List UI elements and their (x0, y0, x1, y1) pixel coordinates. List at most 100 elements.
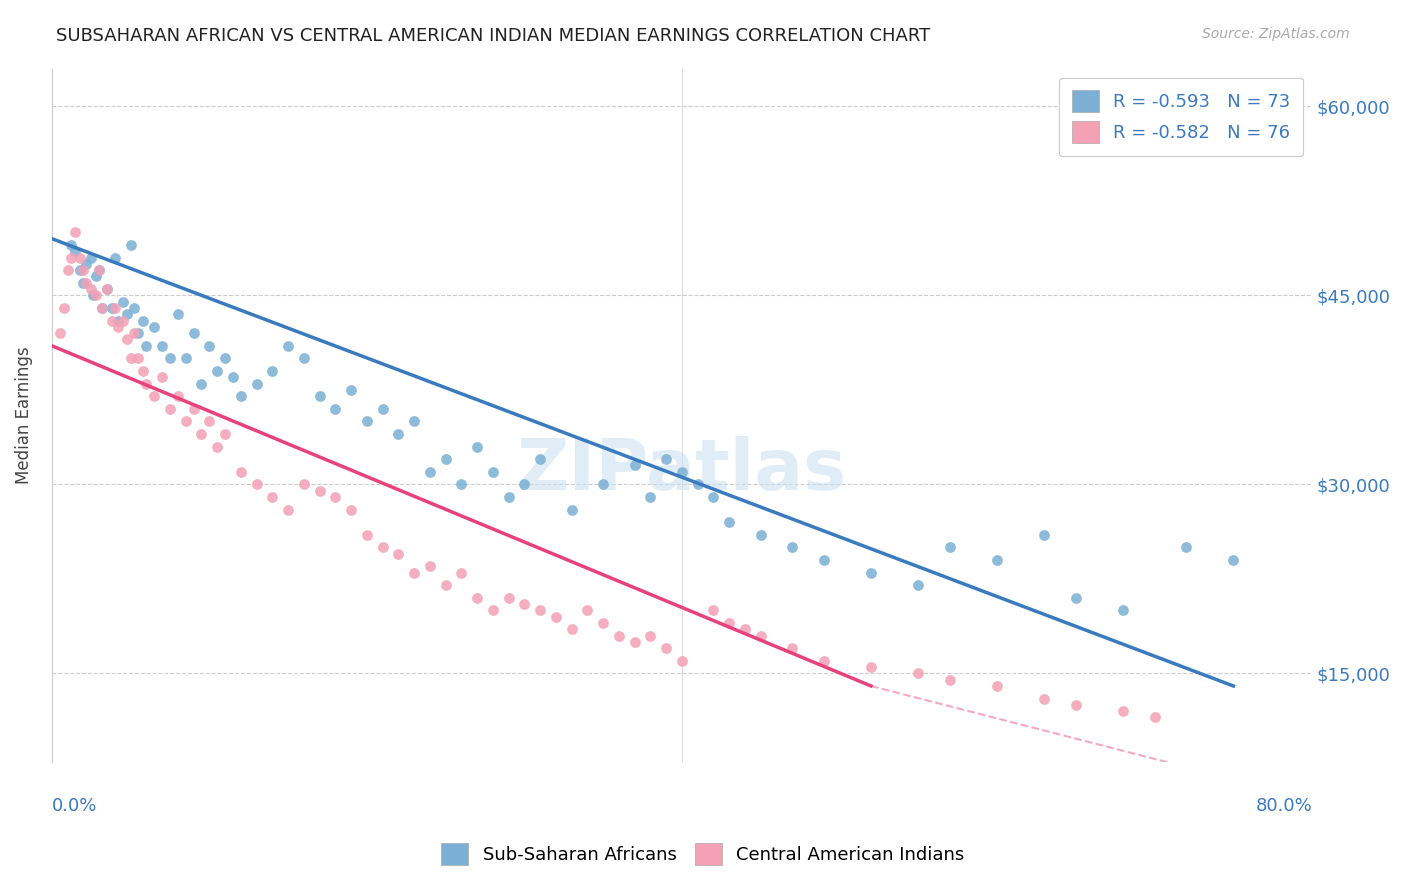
Point (65, 225, 87, 239)
Point (404, 414, 426, 428)
Point (222, 370, 245, 384)
Point (749, 528, 772, 542)
Point (183, 326, 205, 340)
Point (80, 282, 103, 296)
Point (229, 465, 252, 479)
Point (450, 477, 472, 491)
Point (100, 301, 122, 315)
Point (419, 559, 441, 574)
Point (498, 490, 520, 504)
Point (96, 282, 118, 296)
Point (117, 307, 139, 321)
Point (371, 541, 394, 555)
Point (59, 238, 82, 252)
Point (813, 553, 835, 567)
Point (59, 251, 82, 265)
Point (72, 276, 94, 290)
Point (655, 641, 678, 656)
Point (277, 339, 299, 353)
Point (132, 364, 155, 378)
Point (80, 251, 103, 265)
Point (749, 629, 772, 643)
Point (72, 263, 94, 277)
Point (56, 263, 79, 277)
Point (135, 376, 157, 391)
Point (859, 660, 882, 674)
Point (607, 629, 630, 643)
Point (1033, 691, 1056, 706)
Point (986, 679, 1008, 693)
Point (198, 339, 221, 353)
Point (404, 566, 426, 580)
Point (229, 389, 252, 403)
Point (91, 301, 114, 315)
Point (198, 414, 221, 428)
Point (340, 383, 363, 397)
Point (623, 635, 645, 649)
Point (718, 515, 741, 529)
Point (122, 326, 145, 340)
Point (939, 541, 962, 555)
Point (529, 603, 551, 617)
Point (183, 401, 205, 416)
Text: ZIPatlas: ZIPatlas (517, 436, 846, 505)
Point (1064, 698, 1087, 712)
Point (1033, 528, 1056, 542)
Point (96, 282, 118, 296)
Point (104, 301, 127, 315)
Point (117, 333, 139, 347)
Point (813, 654, 835, 668)
Point (120, 351, 142, 366)
Point (340, 502, 363, 516)
Point (498, 591, 520, 605)
Point (640, 490, 662, 504)
Point (87, 263, 110, 277)
Point (640, 629, 662, 643)
Point (387, 427, 409, 442)
Point (561, 622, 583, 636)
Point (356, 528, 378, 542)
Point (132, 313, 155, 327)
Point (465, 440, 488, 454)
Y-axis label: Median Earnings: Median Earnings (15, 346, 32, 483)
Point (482, 603, 505, 617)
Point (65, 244, 87, 259)
Point (655, 452, 678, 467)
Point (592, 477, 614, 491)
Point (69, 251, 91, 265)
Point (174, 351, 197, 366)
Point (1064, 591, 1087, 605)
Point (292, 477, 315, 491)
Point (150, 370, 173, 384)
Text: Source: ZipAtlas.com: Source: ZipAtlas.com (1202, 27, 1350, 41)
Point (434, 578, 457, 592)
Point (127, 326, 149, 340)
Point (166, 307, 188, 321)
Point (859, 566, 882, 580)
Point (84, 288, 107, 302)
Point (592, 615, 614, 630)
Point (450, 566, 472, 580)
Point (174, 414, 197, 428)
Point (53, 301, 76, 315)
Point (75, 276, 97, 290)
Point (214, 427, 236, 442)
Point (104, 251, 127, 265)
Point (214, 351, 236, 366)
Point (308, 389, 330, 403)
Legend: Sub-Saharan Africans, Central American Indians: Sub-Saharan Africans, Central American I… (433, 834, 973, 874)
Point (150, 339, 173, 353)
Point (75, 257, 97, 271)
Point (702, 490, 724, 504)
Text: SUBSAHARAN AFRICAN VS CENTRAL AMERICAN INDIAN MEDIAN EARNINGS CORRELATION CHART: SUBSAHARAN AFRICAN VS CENTRAL AMERICAN I… (56, 27, 931, 45)
Point (159, 401, 181, 416)
Point (686, 477, 709, 491)
Point (308, 483, 330, 498)
Point (419, 465, 441, 479)
Point (262, 364, 284, 378)
Point (1222, 553, 1244, 567)
Text: 0.0%: 0.0% (52, 797, 97, 815)
Point (544, 609, 567, 624)
Point (190, 376, 212, 391)
Point (100, 313, 122, 327)
